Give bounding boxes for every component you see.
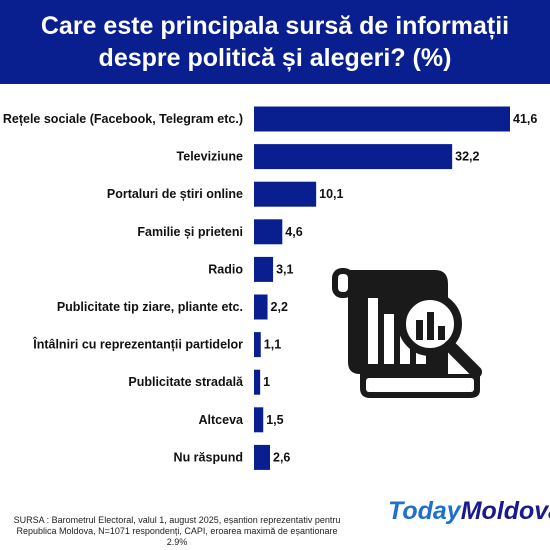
category-label: Televiziune <box>177 150 244 164</box>
bar-chart: Rețele sociale (Facebook, Telegram etc.)… <box>3 106 537 470</box>
value-label: 2,6 <box>273 450 290 464</box>
document-chart-magnifier-icon <box>332 268 482 398</box>
value-label: 4,6 <box>285 225 302 239</box>
value-label: 1,5 <box>266 413 283 427</box>
value-label: 1 <box>263 375 270 389</box>
bar <box>254 106 510 132</box>
value-label: 10,1 <box>319 187 343 201</box>
bar <box>254 407 264 433</box>
category-label: Portaluri de știri online <box>107 187 243 201</box>
bar <box>254 181 317 207</box>
category-label: Altceva <box>199 413 245 427</box>
category-label: Publicitate tip ziare, pliante etc. <box>57 300 243 314</box>
bar <box>254 444 270 470</box>
today-moldova-logo: TodayMoldova <box>388 497 550 541</box>
bar <box>254 332 261 358</box>
header-banner: Care este principala sursă de informații… <box>0 0 550 84</box>
category-label: Familie și prieteni <box>137 225 243 239</box>
chart-title: Care este principala sursă de informații… <box>40 12 510 72</box>
source-note: SURSA : Barometrul Electoral, valul 1, a… <box>13 515 341 547</box>
bar <box>254 256 274 282</box>
value-label: 2,2 <box>271 300 288 314</box>
value-label: 3,1 <box>276 262 293 276</box>
logo-part-1: Today <box>388 497 461 525</box>
category-label: Rețele sociale (Facebook, Telegram etc.) <box>3 112 243 126</box>
value-label: 41,6 <box>513 112 537 126</box>
bar <box>254 144 453 170</box>
bar <box>254 294 268 320</box>
bar <box>254 369 261 395</box>
logo-part-2: Moldova <box>460 497 550 525</box>
category-label: Publicitate stradală <box>128 375 244 389</box>
category-label: Întâlniri cu reprezentanții partidelor <box>32 337 243 352</box>
value-label: 1,1 <box>264 338 281 352</box>
category-label: Radio <box>208 262 243 276</box>
value-label: 32,2 <box>455 150 479 164</box>
category-label: Nu răspund <box>174 450 243 464</box>
bar <box>254 219 283 245</box>
